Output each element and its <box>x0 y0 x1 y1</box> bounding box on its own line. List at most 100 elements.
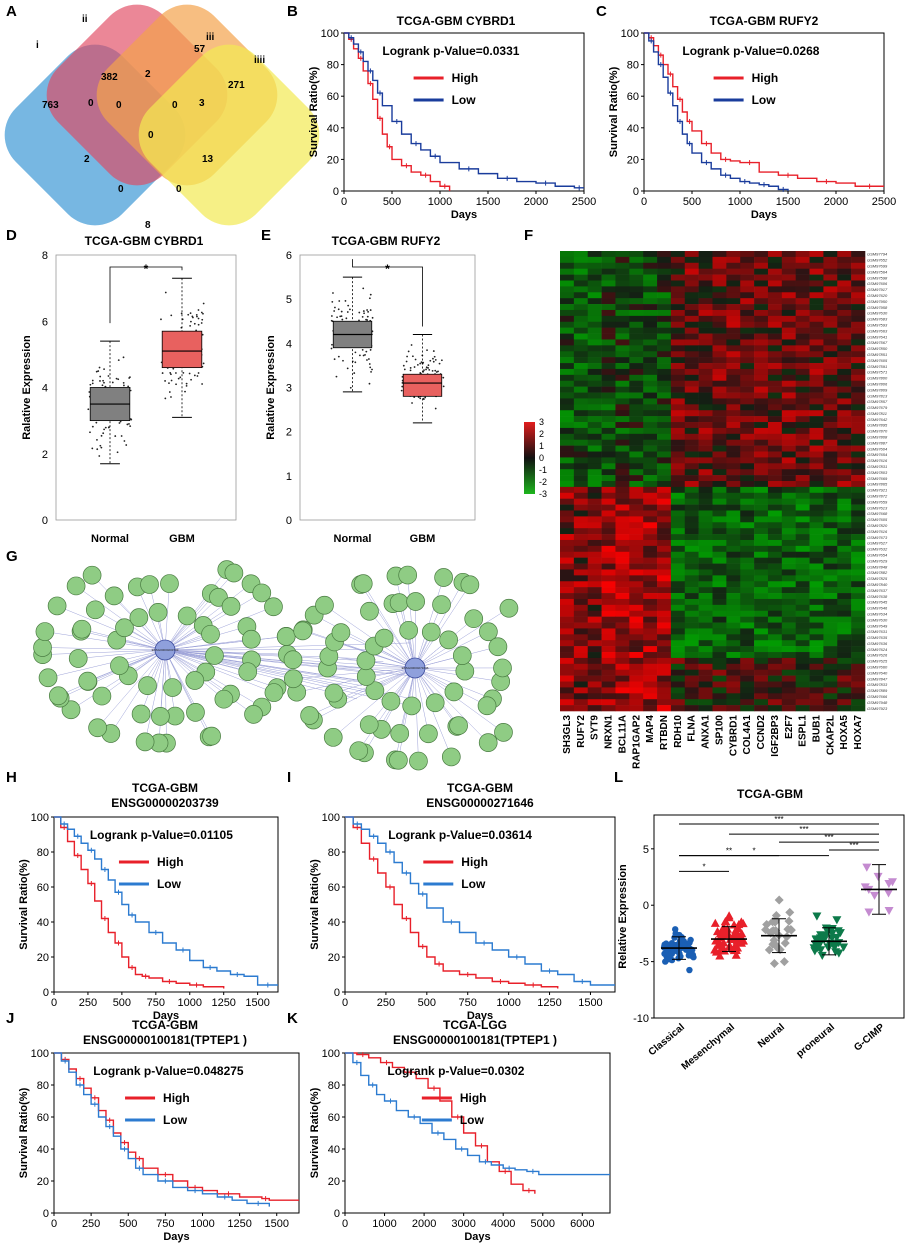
heatmap-cell <box>712 463 727 470</box>
heatmap-cell <box>712 587 727 594</box>
heatmap-cell <box>851 481 866 488</box>
box-point <box>95 370 98 373</box>
box-point <box>358 311 361 314</box>
box-point <box>119 420 122 423</box>
heatmap-cell <box>670 256 686 264</box>
scatter-point-classical <box>689 953 696 960</box>
heatmap-cell <box>657 640 672 647</box>
heatmap-cell <box>726 351 741 358</box>
heatmap-cell <box>754 705 769 712</box>
heatmap-cell <box>712 280 727 287</box>
heatmap-cell <box>837 251 852 258</box>
heatmap-cell <box>767 593 783 600</box>
box-point <box>330 315 333 317</box>
heatmap-cell <box>823 510 838 517</box>
heatmap-cell <box>629 657 644 665</box>
network-bridge-edge <box>164 649 363 686</box>
heatmap-cell <box>573 545 589 553</box>
network-node <box>238 662 258 682</box>
heatmap-cell <box>712 522 727 529</box>
heatmap-cell <box>629 457 644 464</box>
box-point <box>129 425 132 428</box>
box-title: TCGA-GBM CYBRD1 <box>85 234 204 248</box>
heatmap-cell <box>629 640 644 647</box>
heatmap-cell <box>767 451 783 458</box>
heatmap-cell <box>726 298 741 305</box>
box-point <box>410 344 413 346</box>
heatmap-cell <box>657 687 672 694</box>
network-hub-node <box>404 657 426 679</box>
heatmap-cell <box>560 304 575 311</box>
heatmap-cell <box>560 699 575 706</box>
heatmap-cell <box>837 333 852 340</box>
km-xtick-label: 5000 <box>531 1218 555 1230</box>
heatmap-cell <box>823 628 838 635</box>
km-pvalue: Logrank p-Value=0.01105 <box>90 828 233 842</box>
heatmap-sample-label: GSM97635 <box>867 635 888 640</box>
heatmap-cell <box>601 327 616 334</box>
heatmap-cell <box>767 557 783 564</box>
heatmap-cell <box>657 498 672 505</box>
heatmap-cell <box>823 593 838 600</box>
heatmap-sample-label: GSM97645 <box>867 600 888 605</box>
heatmap-cell <box>851 327 866 334</box>
heatmap-cell <box>795 657 810 665</box>
heatmap-cell <box>767 286 783 293</box>
box-body-gbm <box>161 330 203 369</box>
heatmap-cell <box>684 551 699 558</box>
heatmap-cell <box>587 551 602 558</box>
km-title: TCGA-GBM <box>132 781 198 795</box>
heatmap-cell <box>587 380 602 387</box>
heatmap-cell <box>587 475 602 482</box>
heatmap-cell <box>823 534 838 541</box>
heatmap-cell <box>587 262 602 269</box>
heatmap-cell <box>643 693 658 700</box>
heatmap-cell <box>795 593 810 600</box>
heatmap-cell <box>823 634 838 641</box>
heatmap-cell <box>615 433 630 441</box>
heatmap-cell <box>587 669 602 676</box>
km-xlabel: Days <box>163 1231 189 1243</box>
heatmap-cell <box>767 669 783 676</box>
heatmap-cell <box>573 380 589 387</box>
heatmap-cell <box>670 304 686 311</box>
heatmap-cell <box>837 663 852 671</box>
heatmap-cell <box>684 528 699 535</box>
heatmap-gene-label: BCL11A <box>617 715 628 753</box>
km-series-low <box>54 1052 271 1207</box>
heatmap-sample-label: GSM97624 <box>867 647 888 652</box>
heatmap-cell <box>670 557 686 564</box>
heatmap-cell <box>643 522 658 529</box>
heatmap-cell <box>657 363 672 370</box>
heatmap-cell <box>670 351 686 358</box>
heatmap-cell <box>587 675 602 682</box>
heatmap-cell <box>823 587 838 594</box>
venn-set-label-ii: ii <box>82 14 88 25</box>
heatmap-cell <box>851 622 866 629</box>
scatter-point-mesenchymal <box>733 923 743 932</box>
network-node <box>201 624 220 644</box>
heatmap-cell <box>684 422 699 429</box>
heatmap-gene-label: SP100 <box>714 715 725 745</box>
panel-label-g: G <box>6 548 18 565</box>
heatmap-cell <box>698 427 713 435</box>
heatmap-cell <box>781 251 796 258</box>
heatmap-cell <box>740 427 755 435</box>
heatmap-cell <box>795 251 810 258</box>
heatmap-cell <box>587 481 602 488</box>
heatmap-cell <box>781 274 796 281</box>
heatmap-cell <box>726 545 741 553</box>
heatmap-cell <box>573 351 589 358</box>
heatmap-cell <box>781 581 796 588</box>
heatmap-cell <box>629 357 644 364</box>
network-edge <box>314 614 416 669</box>
heatmap-cell <box>754 498 769 505</box>
heatmap-cell <box>573 315 589 323</box>
heatmap-cell <box>573 657 589 665</box>
heatmap-cell <box>560 534 575 541</box>
box-point <box>98 455 101 457</box>
heatmap-cell <box>698 699 713 706</box>
heatmap-cell <box>657 439 672 446</box>
heatmap-cell <box>684 663 699 671</box>
